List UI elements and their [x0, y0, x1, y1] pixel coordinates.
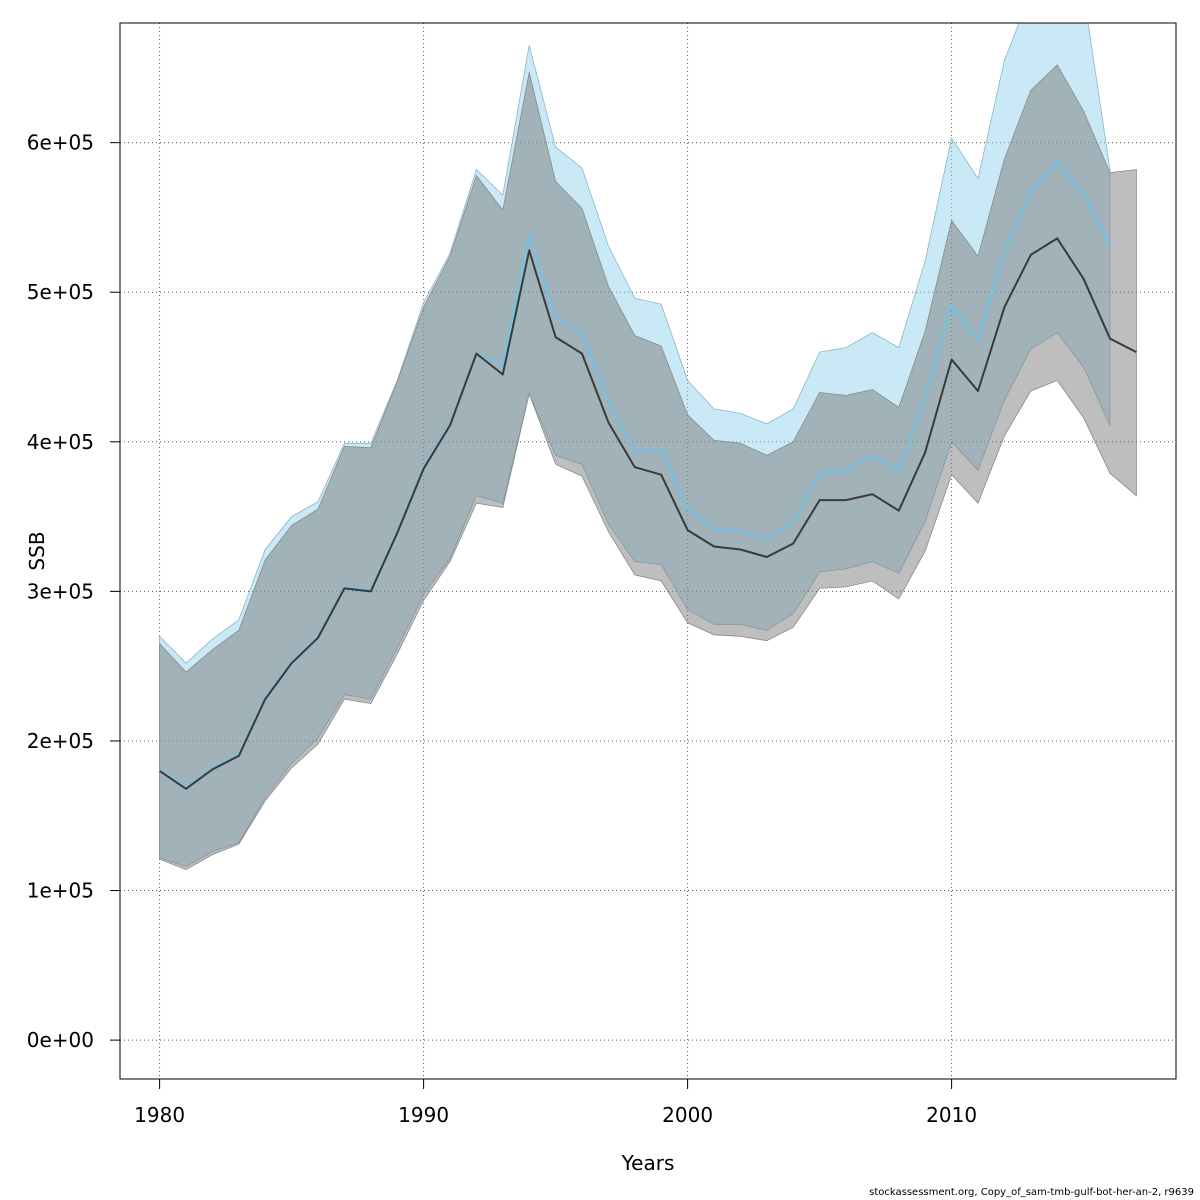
y-tick-label: 5e+05: [27, 280, 94, 304]
grid-layer: [120, 23, 1176, 1079]
x-tick-label: 1990: [398, 1103, 449, 1127]
axes: 1980 1990 2000 2010 0e+00 1e+05 2e+05 3e+05 4e+0…: [27, 131, 977, 1127]
x-tick-label: 2010: [926, 1103, 977, 1127]
y-tick-label: 1e+05: [27, 879, 94, 903]
confidence-bands: [159, 23, 1137, 871]
x-axis-title: Years: [621, 1151, 675, 1175]
x-tick-label: 1980: [134, 1103, 185, 1127]
y-axis-title: SSB: [25, 531, 49, 570]
confidence-band-1: [159, 23, 1111, 868]
series-lines: [159, 161, 1137, 790]
confidence-band-2: [159, 64, 1137, 871]
y-tick-label: 6e+05: [27, 131, 94, 155]
y-tick-label: 3e+05: [27, 579, 94, 603]
y-tick-label: 2e+05: [27, 729, 94, 753]
series-line-2: [159, 237, 1137, 790]
x-tick-label: 2000: [662, 1103, 713, 1127]
footer-credit: stockassessment.org, Copy_of_sam-tmb-gul…: [869, 1187, 1194, 1198]
y-tick-label: 4e+05: [27, 430, 94, 454]
y-tick-label: 0e+00: [27, 1028, 94, 1052]
